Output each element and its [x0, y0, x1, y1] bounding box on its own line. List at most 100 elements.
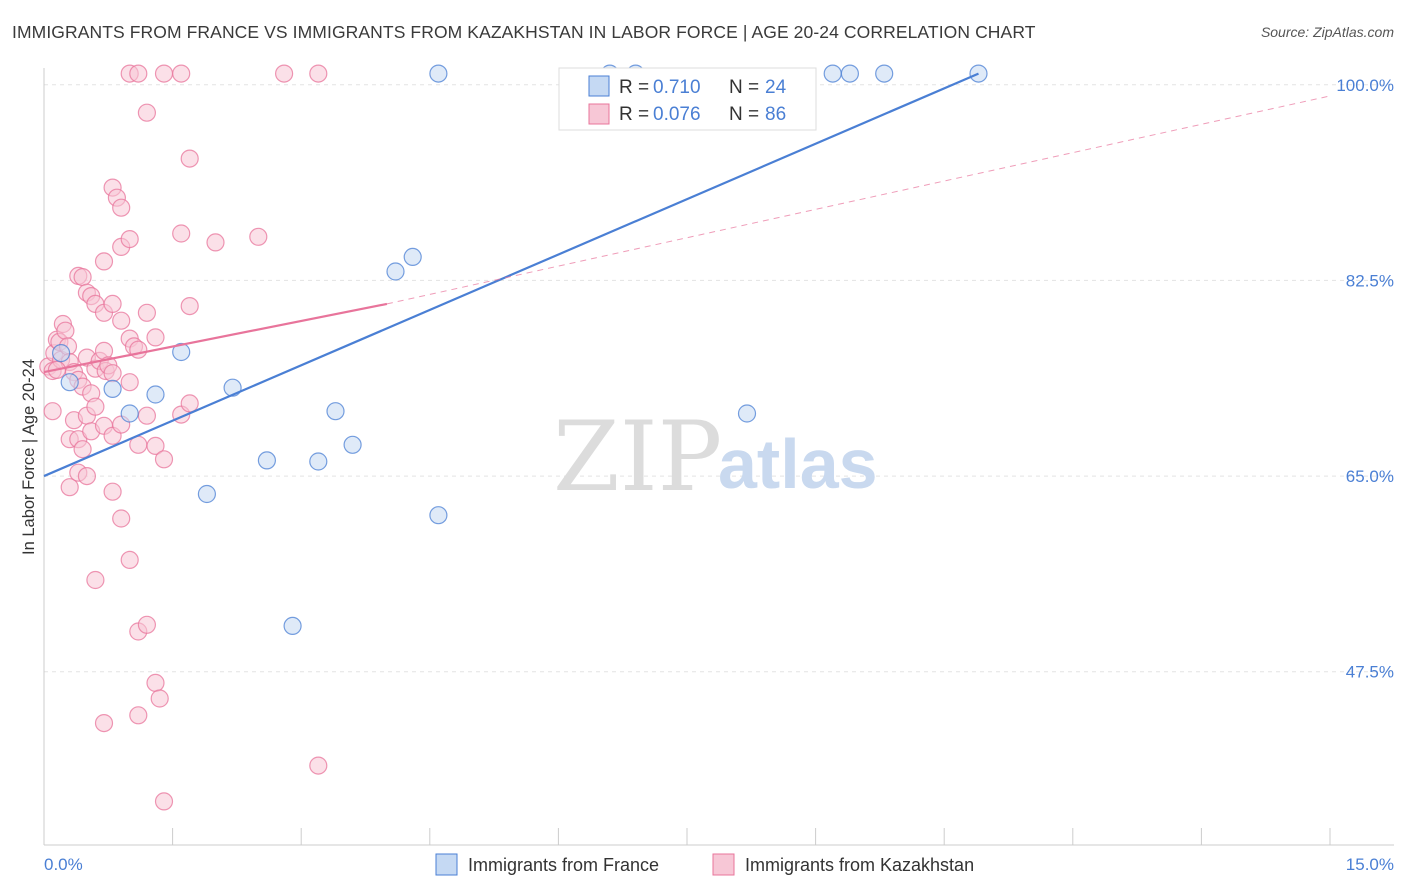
point-kazakhstan — [137, 103, 156, 122]
point-kazakhstan — [154, 450, 174, 469]
point-kazakhstan — [94, 252, 114, 271]
legend-n-label-france: N = — [729, 77, 759, 98]
point-kazakhstan — [172, 64, 191, 83]
point-france — [197, 484, 216, 504]
point-kazakhstan — [103, 364, 122, 383]
point-france — [969, 64, 988, 83]
point-france — [840, 64, 860, 83]
point-kazakhstan — [146, 673, 165, 693]
point-kazakhstan — [129, 340, 148, 359]
point-kazakhstan — [180, 297, 199, 316]
y-tick-label: 47.5% — [1346, 663, 1394, 682]
point-kazakhstan — [120, 373, 139, 392]
point-kazakhstan — [120, 550, 139, 570]
gridlines — [44, 84, 1394, 673]
point-france — [103, 379, 122, 398]
series-legend-label-france[interactable]: Immigrants from France — [468, 855, 659, 875]
point-france — [429, 506, 448, 525]
trend-line-kazakhstan — [43, 302, 388, 374]
point-kazakhstan — [112, 198, 131, 217]
source-credit: Source: ZipAtlas.com — [1260, 24, 1394, 40]
point-france — [737, 404, 757, 423]
point-kazakhstan — [73, 268, 92, 287]
point-france — [875, 64, 894, 83]
point-kazakhstan — [129, 64, 148, 83]
point-kazakhstan — [103, 482, 122, 501]
watermark: ZIP atlas — [553, 401, 878, 513]
point-france — [257, 451, 276, 470]
point-kazakhstan — [150, 689, 169, 708]
series-legend-swatch-kazakhstan[interactable] — [712, 853, 735, 876]
point-france — [386, 262, 405, 281]
x-tick-label: 0.0% — [44, 855, 83, 874]
point-kazakhstan — [120, 230, 139, 249]
x-tick-labels: 0.0% 15.0% — [44, 855, 1394, 874]
point-france — [343, 435, 362, 454]
point-france — [326, 402, 345, 421]
point-kazakhstan — [86, 397, 105, 416]
x-tick-label: 15.0% — [1346, 855, 1394, 874]
point-kazakhstan — [43, 402, 62, 421]
point-kazakhstan — [154, 64, 174, 83]
point-kazakhstan — [154, 792, 174, 811]
point-kazakhstan — [180, 149, 199, 168]
y-tick-labels: 47.5% 65.0% 82.5% 100.0% — [1336, 76, 1394, 682]
series-legend: Immigrants from France Immigrants from K… — [435, 853, 974, 876]
point-france — [172, 342, 191, 362]
point-kazakhstan — [94, 713, 114, 733]
trend-extension-kazakhstan — [386, 95, 1331, 305]
point-france — [429, 64, 448, 83]
point-france — [120, 404, 139, 423]
point-kazakhstan — [275, 64, 294, 83]
point-kazakhstan — [56, 321, 75, 340]
point-kazakhstan — [77, 467, 97, 486]
y-tick-label: 100.0% — [1336, 76, 1394, 95]
point-kazakhstan — [146, 328, 165, 347]
point-france — [51, 344, 71, 363]
point-france — [309, 452, 328, 471]
legend-n-label-kazakhstan: N = — [729, 104, 759, 125]
stats-legend: R = 0.710 N = 24 R = 0.076 N = 86 — [558, 67, 817, 131]
legend-n-value-kazakhstan: 86 — [765, 104, 786, 125]
point-kazakhstan — [137, 615, 156, 634]
point-kazakhstan — [112, 311, 131, 330]
legend-r-value-kazakhstan: 0.076 — [653, 104, 701, 125]
y-axis-title: In Labor Force | Age 20-24 — [20, 359, 38, 555]
series-legend-label-kazakhstan[interactable]: Immigrants from Kazakhstan — [745, 855, 974, 875]
point-kazakhstan — [73, 440, 92, 459]
legend-r-label-kazakhstan: R = — [619, 104, 649, 125]
point-kazakhstan — [206, 233, 225, 252]
point-kazakhstan — [309, 756, 328, 775]
trend-line-france — [43, 72, 979, 478]
point-kazakhstan — [137, 406, 156, 425]
y-tick-label: 65.0% — [1346, 467, 1394, 486]
legend-swatch-kazakhstan — [588, 103, 610, 125]
point-france — [823, 64, 842, 83]
legend-r-value-france: 0.710 — [653, 77, 701, 98]
point-france — [60, 373, 79, 392]
y-tick-label: 82.5% — [1346, 271, 1394, 290]
point-kazakhstan — [60, 478, 79, 497]
point-kazakhstan — [249, 227, 268, 246]
axes — [43, 68, 1394, 846]
point-kazakhstan — [86, 570, 105, 590]
point-kazakhstan — [309, 64, 328, 83]
legend-r-label-france: R = — [619, 77, 649, 98]
legend-n-value-france: 24 — [765, 77, 787, 98]
watermark-atlas: atlas — [718, 425, 878, 503]
series-legend-swatch-france[interactable] — [435, 853, 458, 876]
point-france — [283, 616, 302, 636]
chart-title: IMMIGRANTS FROM FRANCE VS IMMIGRANTS FRO… — [12, 22, 1036, 42]
point-kazakhstan — [146, 436, 165, 455]
point-france — [146, 385, 165, 404]
point-france — [403, 247, 422, 266]
point-kazakhstan — [103, 294, 122, 313]
watermark-zip: ZIP — [553, 401, 722, 513]
point-kazakhstan — [172, 224, 191, 243]
point-kazakhstan — [129, 706, 148, 725]
data-points — [39, 64, 988, 811]
point-kazakhstan — [112, 509, 131, 528]
point-kazakhstan — [180, 394, 199, 413]
trend-lines — [43, 72, 1331, 478]
